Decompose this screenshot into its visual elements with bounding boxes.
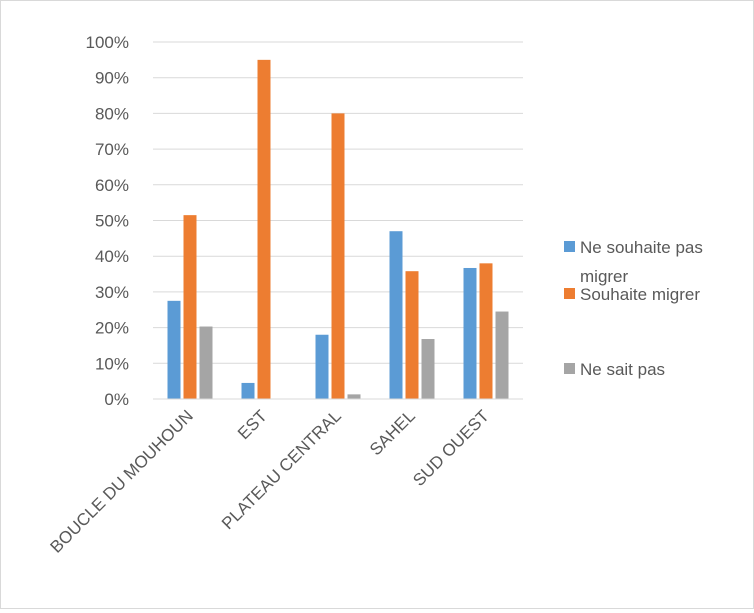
y-tick-label: 40% [95, 247, 129, 266]
x-tick-label: SAHEL [366, 406, 419, 459]
bar-3-4 [421, 339, 435, 399]
y-tick-label: 90% [95, 69, 129, 88]
bars [167, 59, 509, 400]
legend-label: migrer [580, 267, 629, 286]
bar-3-1 [199, 326, 213, 399]
bar-1-1 [167, 300, 181, 399]
bar-1-2 [241, 382, 255, 399]
bar-3-5 [495, 311, 509, 399]
y-tick-label: 0% [104, 390, 129, 409]
y-tick-label: 70% [95, 140, 129, 159]
legend-label: Ne sait pas [580, 360, 665, 379]
y-tick-label: 20% [95, 319, 129, 338]
bar-2-5 [479, 263, 493, 399]
y-tick-label: 80% [95, 104, 129, 123]
legend-swatch [564, 288, 575, 299]
x-tick-label: SUD OUEST [409, 406, 493, 490]
legend-label: Ne souhaite pas [580, 238, 703, 257]
y-tick-label: 10% [95, 354, 129, 373]
legend-swatch [564, 241, 575, 252]
y-tick-label: 100% [86, 33, 129, 52]
bar-2-1 [183, 215, 197, 399]
legend-swatch [564, 363, 575, 374]
bar-2-4 [405, 271, 419, 399]
bar-2-2 [257, 59, 271, 399]
bar-3-3 [347, 394, 361, 399]
bar-1-4 [389, 231, 403, 399]
x-tick-label: EST [234, 406, 271, 443]
x-tick-label: BOUCLE DU MOUHOUN [46, 406, 196, 556]
bar-2-3 [331, 113, 345, 400]
y-tick-label: 30% [95, 283, 129, 302]
bar-1-3 [315, 334, 329, 399]
bar-1-5 [463, 267, 477, 399]
y-tick-label: 50% [95, 212, 129, 231]
y-axis: 0% 10% 20% 30% 40% 50% 60% 70% 80% 90% 100% [86, 33, 129, 409]
y-tick-label: 60% [95, 176, 129, 195]
legend-label: Souhaite migrer [580, 285, 700, 304]
